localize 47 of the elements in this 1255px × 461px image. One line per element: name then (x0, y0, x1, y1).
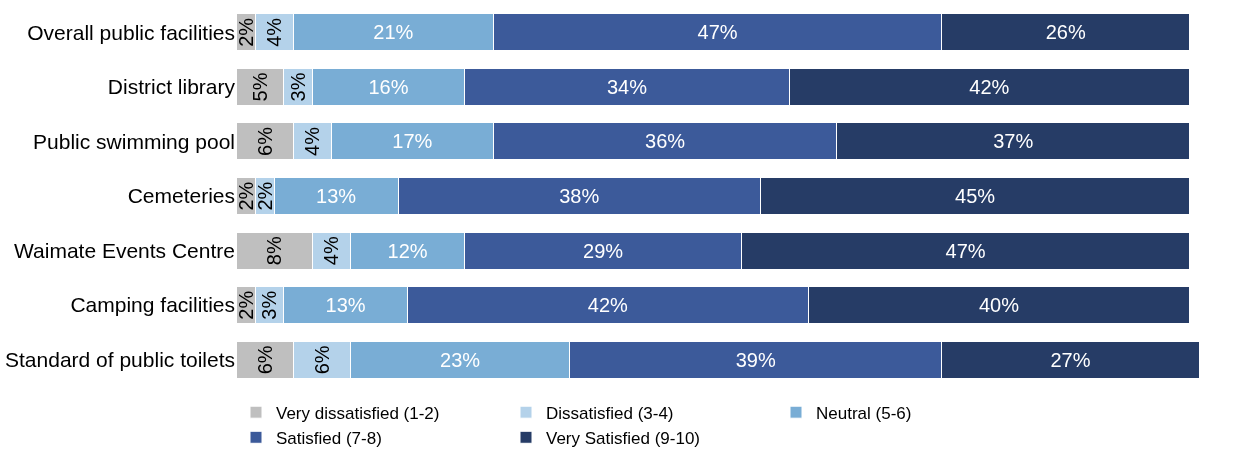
y-tick-label: Cemeteries (127, 184, 235, 208)
data-label: 29% (583, 239, 624, 262)
data-label: 13% (325, 294, 366, 317)
data-label: 13% (316, 185, 357, 207)
data-label: 2% (234, 17, 257, 47)
data-label: 8% (263, 236, 286, 266)
data-label: 3% (286, 72, 309, 102)
y-tick-label: District library (107, 75, 236, 99)
y-tick-label: Public swimming pool (33, 129, 235, 153)
legend-label: Satisfied (7-8) (276, 428, 382, 448)
data-label: 26% (1045, 21, 1086, 44)
data-label: 47% (945, 239, 986, 262)
data-label: 21% (373, 21, 414, 44)
legend-label: Very Satisfied (9-10) (546, 428, 701, 448)
data-label: 23% (440, 348, 481, 371)
data-label: 3% (258, 290, 281, 320)
y-tick-label: Overall public facilities (27, 20, 235, 44)
data-label: 36% (645, 130, 686, 153)
data-label: 40% (978, 294, 1020, 317)
data-label: 34% (606, 75, 648, 98)
data-label: 42% (969, 75, 1010, 98)
data-label: 4% (263, 17, 286, 47)
data-label: 6% (310, 345, 333, 375)
data-label: 4% (320, 236, 343, 266)
data-label: 6% (253, 345, 276, 375)
data-label: 16% (368, 75, 409, 98)
data-label: 37% (993, 130, 1034, 153)
data-label: 12% (387, 239, 428, 262)
data-label: 27% (1050, 348, 1091, 371)
legend-label: Very dissatisfied (1-2) (276, 403, 440, 423)
y-tick-label: Camping facilities (70, 293, 235, 317)
data-label: 2% (253, 181, 276, 211)
legend-label: Dissatisfied (3-4) (546, 403, 674, 423)
data-label: 2% (234, 181, 257, 211)
data-label: 38% (559, 185, 600, 207)
data-label: 17% (392, 130, 433, 153)
y-tick-label: Waimate Events Centre (14, 238, 235, 262)
y-tick-label: Standard of public toilets (5, 348, 235, 372)
data-label: 4% (301, 126, 324, 156)
data-label: 5% (248, 72, 271, 102)
legend-label: Neutral (5-6) (816, 403, 912, 423)
data-label: 47% (697, 21, 738, 44)
data-label: 45% (955, 185, 996, 207)
data-label: 6% (253, 126, 276, 156)
data-label: 39% (735, 348, 776, 371)
data-label: 2% (234, 290, 257, 320)
data-label: 42% (587, 294, 629, 317)
